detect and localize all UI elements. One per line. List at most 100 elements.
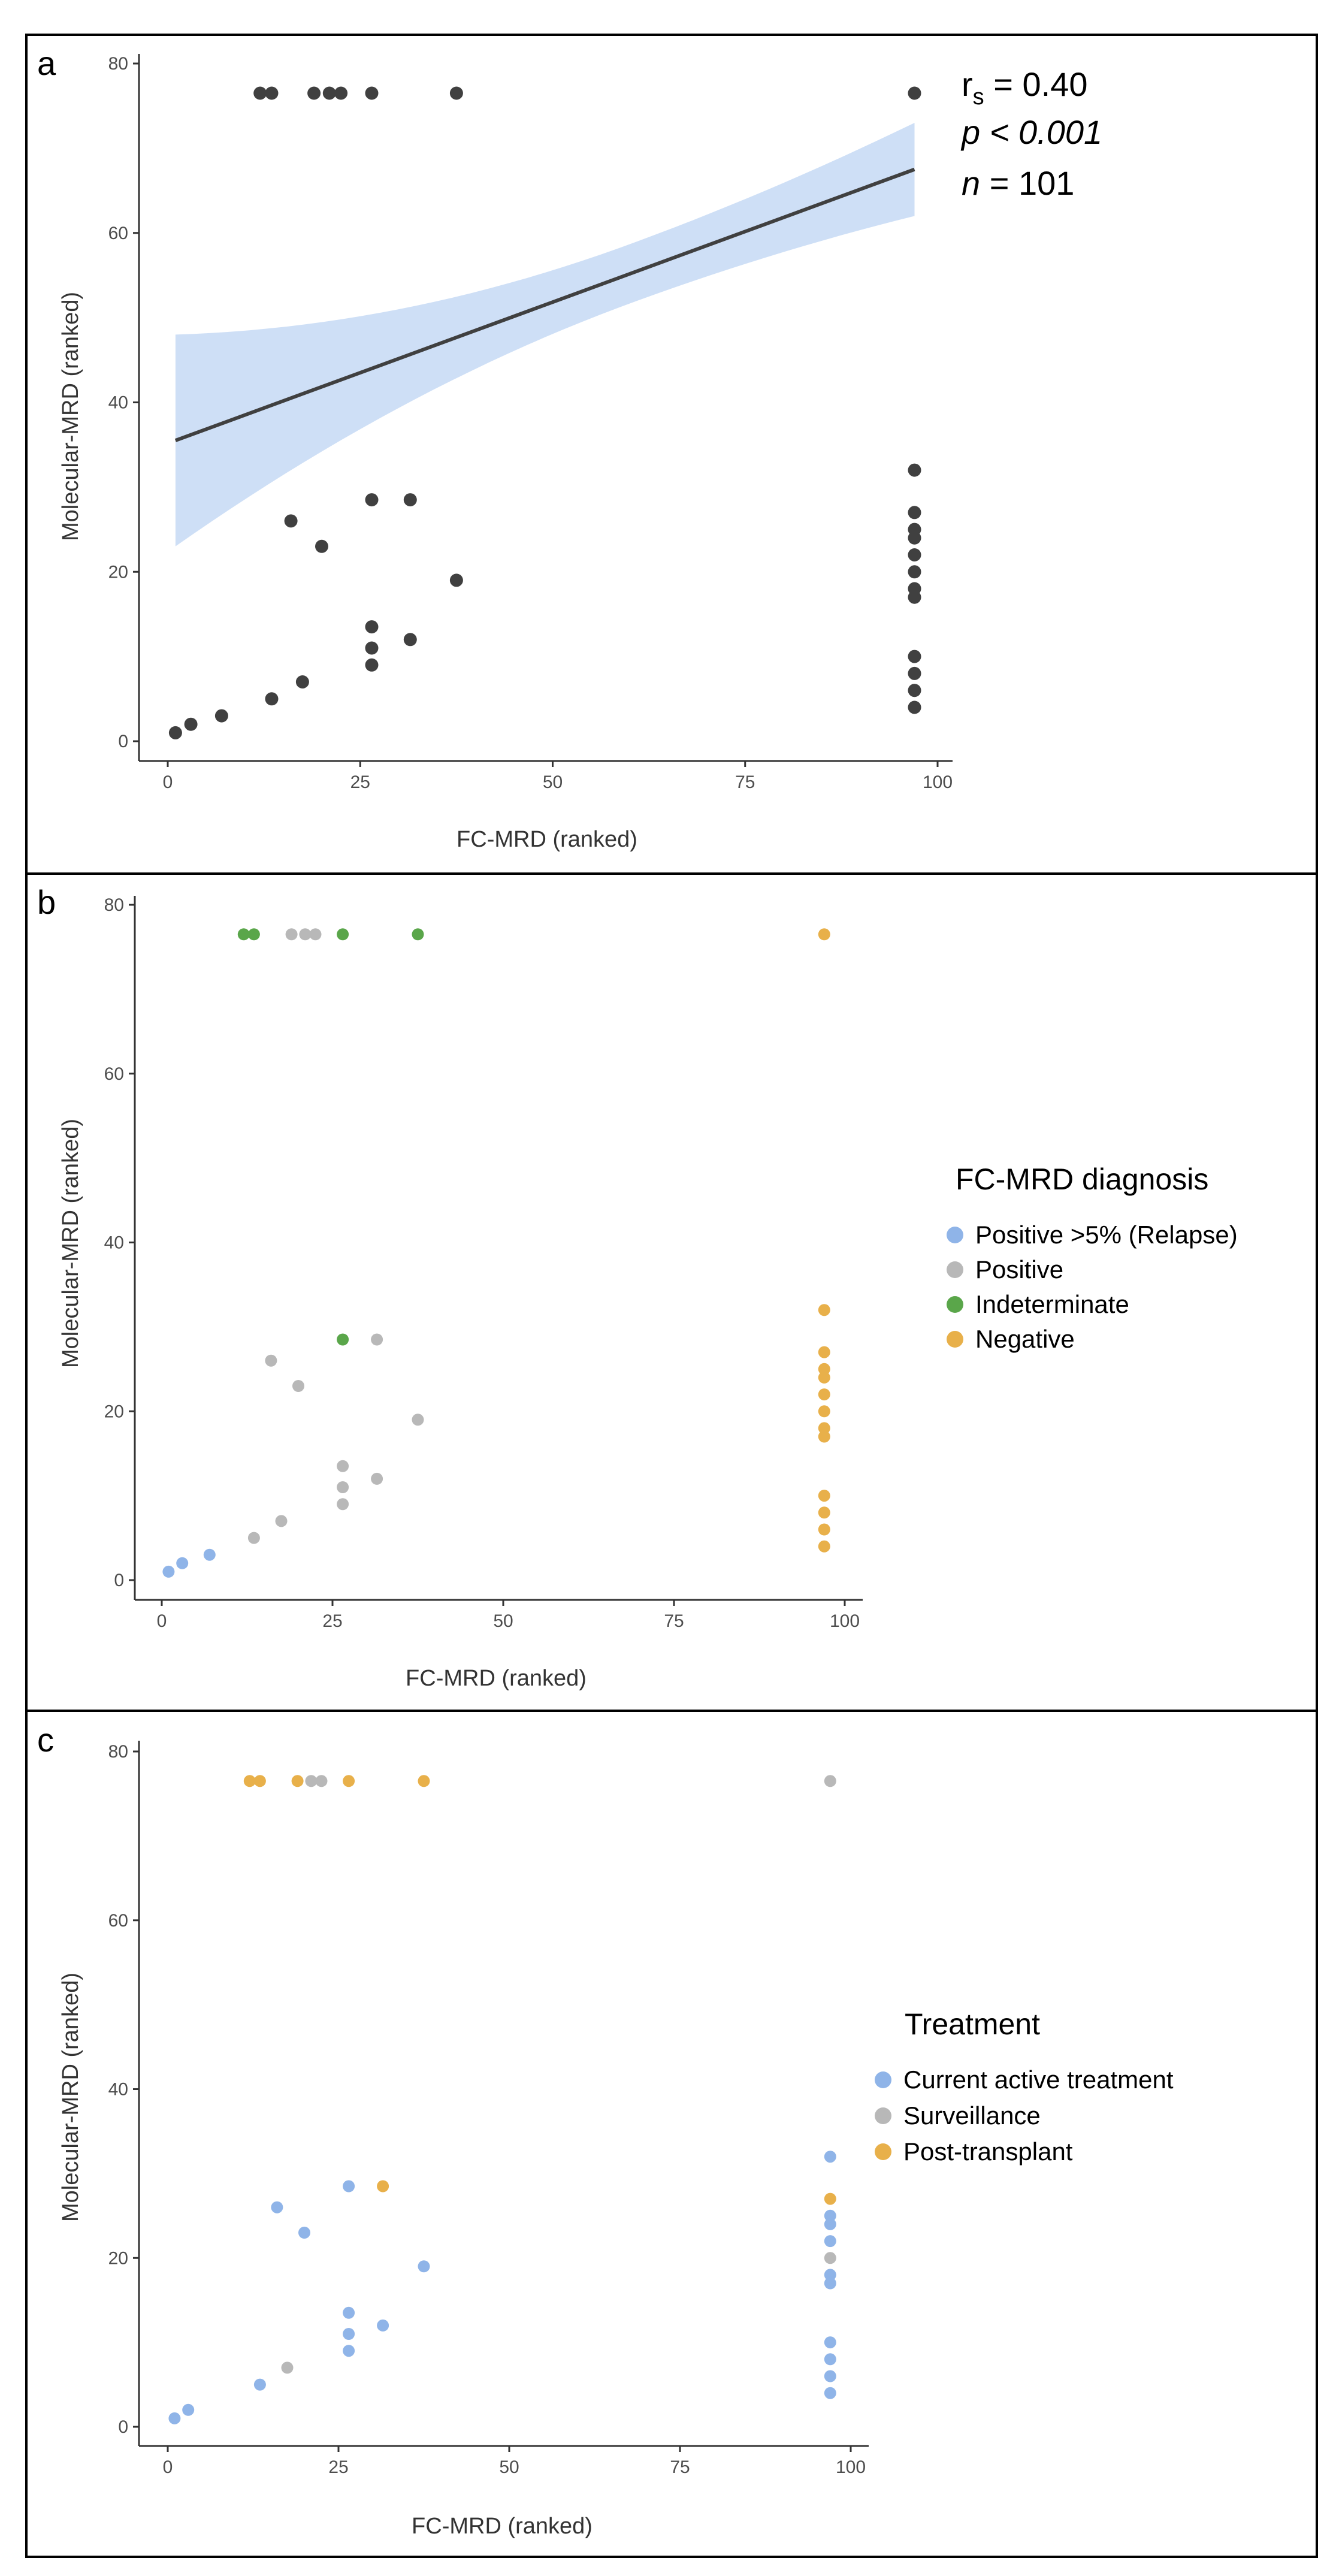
panel-a-x-axis-title: FC-MRD (ranked) [457,827,637,852]
data-point [818,1371,830,1384]
panel-c-label: c [37,1721,54,1759]
x-tick-label: 50 [543,772,563,792]
data-point [818,1540,830,1553]
data-point [824,2252,836,2264]
data-point [275,1515,288,1527]
data-point [365,86,379,100]
y-tick-label: 80 [104,895,124,915]
data-point [253,86,267,100]
data-point [377,2180,389,2193]
data-point [365,620,379,634]
data-point [412,1414,424,1426]
data-point [908,650,921,663]
data-point [271,2201,283,2213]
x-tick-label: 100 [836,2457,866,2477]
data-point [307,86,321,100]
data-point [403,633,417,647]
stat-n: n = 101 [962,164,1074,202]
data-point [237,928,250,941]
data-point [908,463,921,477]
panel-c-legend: Treatment Current active treatment Survei… [875,2007,1174,2166]
data-point [265,86,279,100]
data-point [343,1775,355,1787]
stat-n-value: = 101 [980,164,1074,202]
data-point [184,717,198,731]
data-point [337,928,349,941]
legend-marker [875,2071,891,2088]
x-tick-label: 25 [350,772,370,792]
data-point [343,2180,355,2193]
data-point [292,1380,304,1392]
x-tick-label: 0 [163,772,173,792]
data-point [824,2353,836,2366]
data-point [315,1775,328,1787]
data-point [247,928,260,941]
data-point [818,1363,830,1375]
y-tick-label: 0 [114,1571,124,1590]
panel-c-x-axis-title: FC-MRD (ranked) [412,2514,593,2539]
y-tick-label: 60 [108,1911,128,1931]
data-point [168,726,182,739]
x-tick-label: 50 [493,1611,513,1631]
x-tick-label: 100 [923,772,953,792]
legend-label: Post-transplant [903,2137,1073,2166]
data-point [818,1506,830,1519]
y-tick-label: 0 [118,732,128,751]
data-point [371,1333,383,1346]
data-point [168,2412,181,2424]
y-tick-label: 80 [108,1742,128,1762]
data-point [818,1523,830,1536]
data-point [162,1565,175,1578]
data-point [371,1472,383,1485]
panel-c-legend-title: Treatment [905,2007,1040,2041]
data-point [214,709,228,723]
x-tick-label: 75 [664,1611,684,1631]
data-point [818,928,830,941]
panel-b: b 0 20 40 60 80 0 25 50 75 100 FC-MRD (ranked) Mo… [25,872,1318,1712]
data-point [298,2227,310,2239]
data-point [284,514,298,528]
panel-a-label: a [37,44,56,82]
data-point [908,565,921,579]
data-point [365,658,379,672]
panel-c-points [168,1775,836,2424]
x-tick-label: 0 [163,2457,173,2477]
ci-band [175,123,915,546]
data-point [337,1460,349,1472]
data-point [449,573,463,587]
panel-a-axes: 0 20 40 60 80 0 25 50 75 100 [108,54,953,792]
data-point [908,700,921,714]
x-tick-label: 25 [322,1611,342,1631]
data-point [377,2319,389,2332]
data-point [824,1775,836,1787]
data-point [203,1548,216,1561]
y-tick-label: 40 [104,1233,124,1253]
stat-rs-subscript: s [973,84,984,110]
data-point [337,1481,349,1493]
data-point [343,2306,355,2319]
data-point [908,590,921,604]
y-tick-label: 0 [118,2417,128,2437]
data-point [176,1557,189,1569]
panel-b-x-axis-title: FC-MRD (ranked) [406,1666,587,1691]
data-point [253,1775,266,1787]
data-point [243,1775,256,1787]
data-point [818,1405,830,1418]
data-point [365,641,379,655]
stat-rs-symbol: r [962,65,973,103]
data-point [818,1422,830,1435]
data-point [824,2218,836,2230]
legend-marker [875,2107,891,2124]
x-tick-label: 100 [830,1611,860,1631]
panel-a-regression-layer [174,167,915,442]
panel-c-axes: 0 20 40 60 80 0 25 50 75 100 [108,1741,869,2477]
stat-p-value: p < 0.001 [960,113,1102,151]
data-point [818,1346,830,1358]
legend-label: Positive [975,1255,1063,1284]
data-point [908,684,921,697]
legend-label: Negative [975,1325,1075,1353]
data-point [818,1490,830,1502]
panel-b-y-axis-title: Molecular-MRD (ranked) [58,1119,83,1368]
data-point [265,1354,277,1367]
legend-label: Positive >5% (Relapse) [975,1221,1238,1249]
